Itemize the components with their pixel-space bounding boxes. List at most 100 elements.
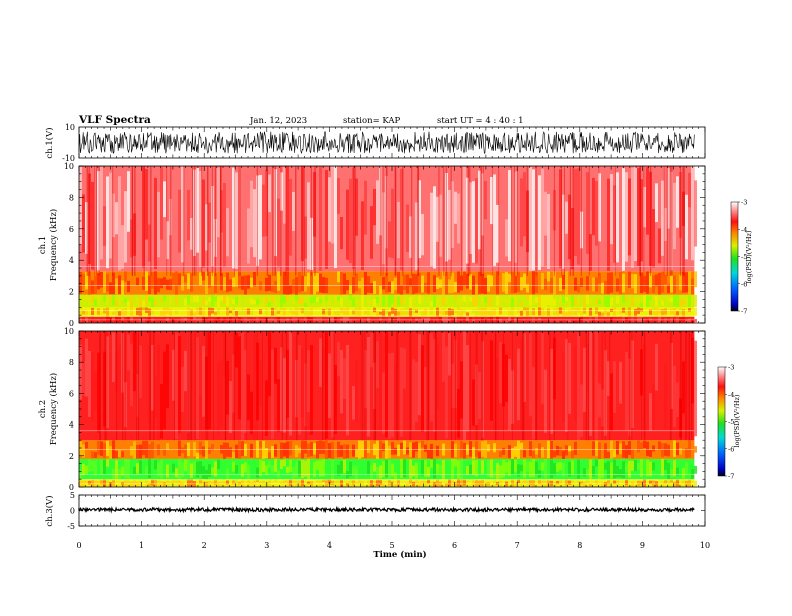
spectrogram-cell: [583, 296, 586, 308]
spectrogram-cell: [358, 467, 361, 476]
spectrogram-cell: [145, 440, 148, 458]
spectrogram-cell: [397, 479, 400, 487]
spectrogram-cell: [367, 460, 370, 476]
spectrogram-cell: [106, 296, 109, 305]
spectrogram-cell: [202, 480, 205, 485]
spectrogram-cell: [466, 316, 469, 322]
spectrogram-cell: [262, 440, 265, 459]
spectrogram-cell: [214, 447, 217, 457]
spectrogram-cell: [154, 479, 157, 487]
ch1-spectrogram-xticks: [78, 166, 706, 323]
spectrogram-cell: [406, 482, 409, 487]
spectrogram-cell: [454, 317, 457, 323]
spectrogram-cell: [676, 294, 679, 308]
spectrogram-cell: [514, 312, 517, 317]
spectrogram-cell: [367, 308, 370, 316]
spectrogram-cell: [112, 272, 115, 295]
spectrogram-cell: [271, 317, 274, 323]
spectrogram-cell: [259, 319, 262, 323]
spectrogram-cell: [154, 448, 157, 455]
spectrogram-cell: [115, 460, 118, 479]
spectrogram-cell: [520, 301, 523, 306]
spectrogram-cell: [469, 297, 472, 302]
spectrogram-cell: [619, 295, 622, 308]
spectrogram-cell: [676, 271, 679, 293]
spectrogram-cell: [607, 178, 610, 271]
spectrogram-cell: [328, 479, 331, 485]
spectrogram-cell: [502, 483, 505, 487]
spectrogram-cell: [115, 479, 118, 483]
spectrogram-cell: [268, 331, 271, 397]
spectrogram-cell: [388, 479, 391, 486]
spectrogram-cell: [199, 272, 202, 286]
spectrogram-cell: [595, 479, 598, 485]
spectrogram-cell: [670, 297, 673, 303]
spectrogram-cell: [481, 307, 484, 317]
spectrogram-cell: [133, 466, 136, 475]
spectrogram-cell: [295, 307, 298, 317]
spectrogram-cell: [586, 440, 589, 450]
spectrogram-cell: [607, 294, 610, 308]
spectrogram-cell: [277, 299, 280, 305]
spectrogram-cell: [529, 286, 532, 294]
spectrogram-cell: [196, 167, 199, 253]
spectrogram-cell: [130, 481, 133, 487]
spectrogram-cell: [280, 172, 283, 211]
spectrogram-cell: [298, 168, 301, 254]
spectrogram-cell: [517, 297, 520, 307]
spectrogram-cell: [226, 467, 229, 479]
spectrogram-cell: [175, 447, 178, 458]
spectrogram-cell: [583, 347, 586, 412]
spectrogram-cell: [493, 174, 496, 266]
spectrogram-cell: [493, 479, 496, 486]
spectrogram-cell: [529, 167, 532, 272]
spectrogram-cell: [262, 272, 265, 293]
spectrogram-cell: [127, 317, 130, 322]
spectrogram-cell: [517, 271, 520, 292]
spectrogram-cell: [145, 466, 148, 475]
spectrogram-cell: [157, 462, 160, 477]
spectrogram-cell: [568, 461, 571, 477]
spectrogram-cell: [400, 481, 403, 486]
spectrogram-cell: [124, 191, 127, 263]
spectrogram-cell: [274, 444, 277, 457]
spectrogram-cell: [199, 461, 202, 475]
spectrogram-cell: [598, 383, 601, 418]
spectrogram-cell: [196, 461, 199, 478]
spectrogram-cell: [232, 167, 235, 269]
time-tick-label: 6: [452, 541, 457, 550]
spectrogram-cell: [427, 166, 430, 272]
spectrogram-cell: [139, 444, 142, 459]
spectrogram-cell: [136, 277, 139, 286]
spectrogram-cell: [82, 317, 85, 321]
spectrogram-cell: [466, 466, 469, 475]
spectrogram-cell: [661, 271, 664, 293]
spectrogram-cell: [127, 441, 130, 453]
spectrogram-cell: [658, 295, 661, 302]
spectrogram-cell: [172, 174, 175, 266]
spectrogram-cell: [361, 320, 364, 323]
spectrogram-cell: [163, 277, 166, 285]
spectrogram-cell: [517, 309, 520, 313]
spectrogram-cell: [166, 300, 169, 306]
spectrogram-cell: [352, 386, 355, 420]
spectrogram-cell: [664, 460, 667, 470]
spectrogram-cell: [91, 295, 94, 303]
spectrogram-cell: [232, 317, 235, 322]
spectrogram-cell: [181, 317, 184, 322]
spectrogram-cell: [538, 295, 541, 307]
spectrogram-cell: [322, 459, 325, 477]
spectrogram-cell: [184, 459, 187, 472]
spectrogram-cell: [625, 479, 628, 486]
spectrogram-cell: [427, 479, 430, 484]
spectrogram-cell: [634, 319, 637, 323]
spectrogram-cell: [496, 462, 499, 479]
spectrogram-cell: [469, 317, 472, 320]
spectrogram-cell: [460, 361, 463, 419]
spectrogram-cell: [448, 298, 451, 306]
spectrogram-cell: [493, 443, 496, 453]
spectrogram-cell: [667, 479, 670, 486]
spectrogram-cell: [391, 281, 394, 294]
spectrogram-cell: [307, 349, 310, 413]
spectrogram-cell: [433, 339, 436, 432]
